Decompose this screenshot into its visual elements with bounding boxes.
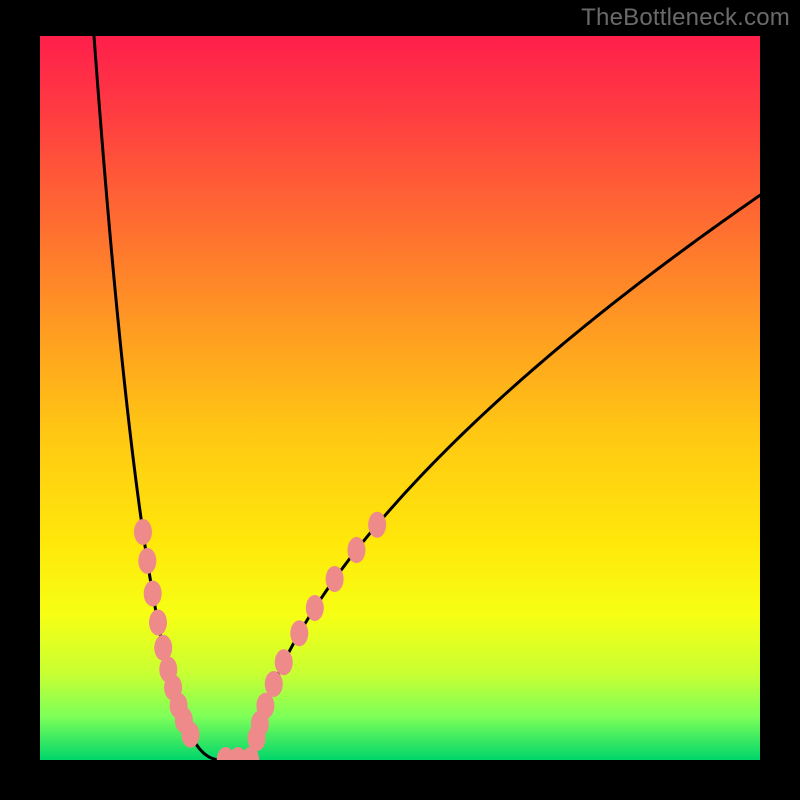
data-marker — [347, 537, 365, 563]
bottleneck-chart — [40, 36, 760, 760]
data-marker — [138, 548, 156, 574]
data-marker — [326, 566, 344, 592]
gradient-background — [40, 36, 760, 760]
data-marker — [265, 671, 283, 697]
plot-area — [40, 36, 760, 760]
data-marker — [134, 519, 152, 545]
data-marker — [290, 620, 308, 646]
attribution-label: TheBottleneck.com — [581, 4, 790, 32]
data-marker — [154, 635, 172, 661]
data-marker — [368, 512, 386, 538]
data-marker — [275, 649, 293, 675]
data-marker — [306, 595, 324, 621]
data-marker — [149, 609, 167, 635]
data-marker — [144, 580, 162, 606]
